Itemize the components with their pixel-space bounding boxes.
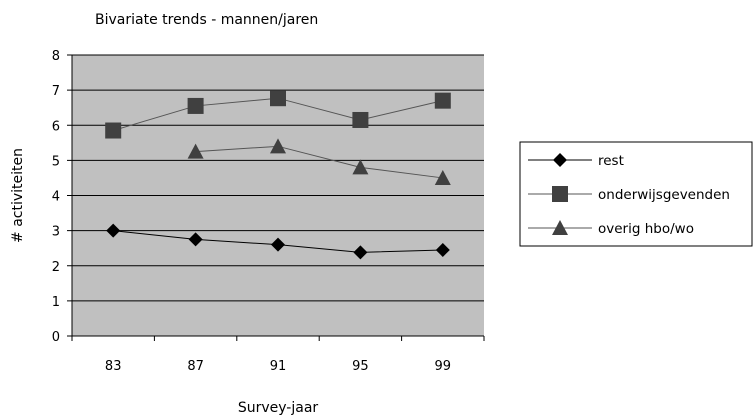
y-tick-label: 3 — [52, 225, 60, 240]
x-tick-label: 83 — [105, 359, 122, 374]
data-point — [271, 237, 285, 252]
legend-item: overig hbo/wo — [528, 220, 694, 237]
y-tick-label: 6 — [52, 119, 60, 134]
legend-label: rest — [598, 153, 624, 169]
legend: rest onderwijsgevenden overig hbo/wo — [519, 141, 753, 247]
x-tick-label: 99 — [435, 359, 452, 374]
data-point — [270, 90, 286, 107]
y-tick-label: 5 — [52, 154, 60, 169]
y-tick-label: 2 — [52, 260, 60, 275]
x-axis-label: Survey-jaar — [238, 400, 319, 416]
x-tick-label: 95 — [352, 359, 369, 374]
data-point — [434, 169, 451, 185]
series-onderwijsgevenden — [105, 90, 451, 139]
gridlines — [72, 54, 484, 302]
legend-label: overig hbo/wo — [598, 221, 694, 237]
x-tick-label: 91 — [270, 359, 287, 374]
legend-marker — [553, 153, 567, 167]
tick-labels: 0 1 2 3 4 5 6 7 8 83 87 91 95 99 — [52, 49, 451, 374]
series-overig-hbo-wo — [187, 138, 451, 185]
series-layer — [105, 90, 451, 260]
data-point — [435, 242, 450, 257]
data-point — [434, 92, 451, 109]
y-tick-label: 4 — [52, 190, 60, 205]
legend-marker — [552, 186, 568, 202]
data-point — [187, 97, 204, 114]
data-point — [188, 232, 203, 247]
x-tick-label: 87 — [187, 359, 204, 374]
y-tick-label: 1 — [52, 295, 60, 310]
legend-marker — [552, 220, 568, 235]
data-point — [353, 245, 368, 260]
y-tick-label: 0 — [52, 330, 60, 345]
chart-title: Bivariate trends - mannen/jaren — [95, 12, 318, 28]
legend-label: onderwijsgevenden — [598, 187, 730, 203]
legend-item: rest — [528, 153, 624, 169]
series-rest — [106, 223, 450, 260]
data-point — [187, 143, 204, 159]
series-line — [195, 145, 443, 179]
data-point — [352, 159, 369, 175]
y-axis-label: # activiteiten — [10, 148, 26, 243]
data-point — [352, 111, 369, 128]
y-tick-label: 8 — [52, 49, 60, 64]
y-tick-label: 7 — [52, 84, 60, 99]
data-point — [106, 223, 121, 238]
data-point — [270, 138, 286, 154]
legend-item: onderwijsgevenden — [528, 186, 730, 203]
data-point — [105, 122, 122, 139]
